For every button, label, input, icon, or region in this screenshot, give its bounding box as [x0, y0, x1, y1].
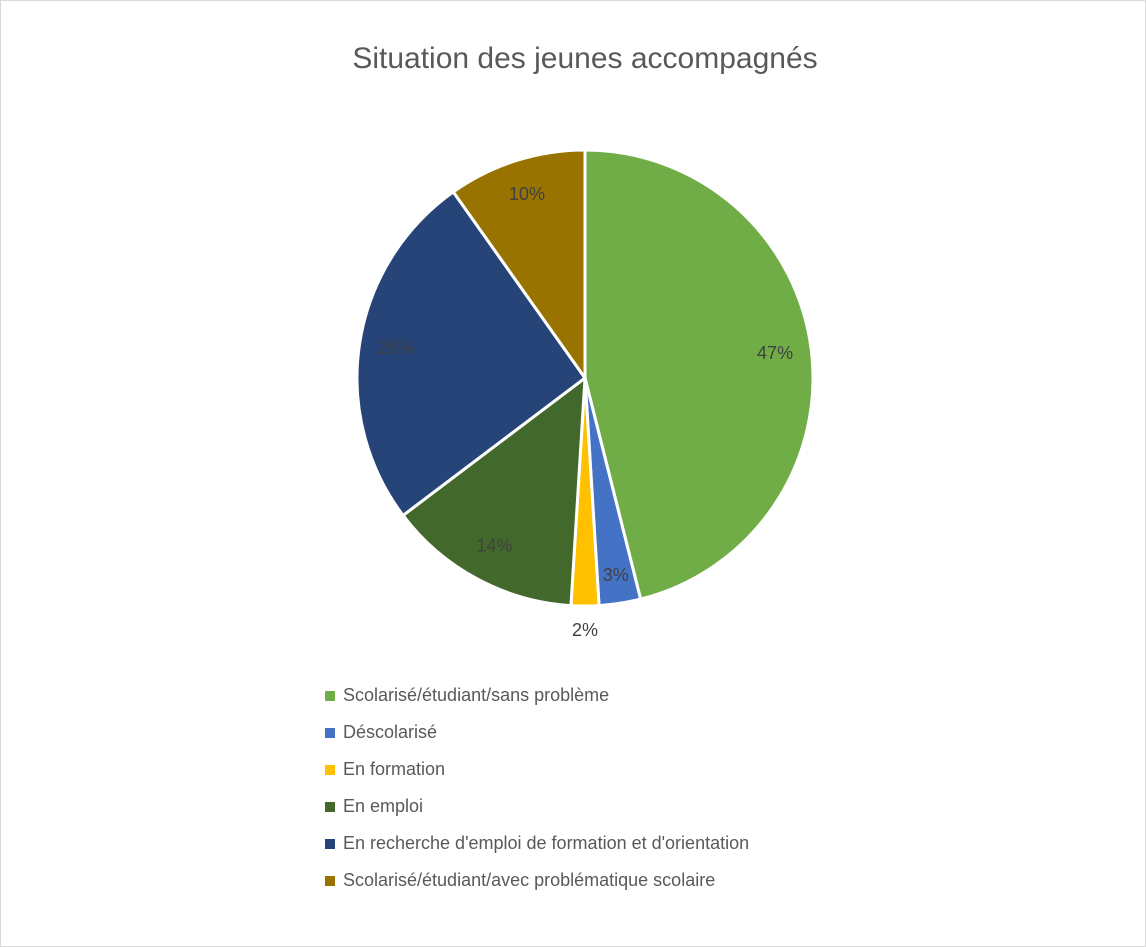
pie-slice	[355, 189, 588, 518]
data-label: 14%	[476, 535, 512, 555]
legend-label: Scolarisé/étudiant/avec problématique sc…	[343, 870, 715, 890]
legend-label: En recherche d'emploi de formation et d'…	[343, 833, 749, 853]
data-label: 26%	[378, 337, 414, 357]
legend-swatch	[325, 876, 335, 886]
legend-swatch	[325, 765, 335, 775]
legend-swatch	[325, 839, 335, 849]
legend-label: Déscolarisé	[343, 722, 437, 742]
data-label: 47%	[757, 343, 793, 363]
data-label: 10%	[509, 184, 545, 204]
legend-label: Scolarisé/étudiant/sans problème	[343, 685, 609, 705]
legend-label: En emploi	[343, 796, 423, 816]
legend-label: En formation	[343, 759, 445, 779]
legend-swatch	[325, 802, 335, 812]
chart-title: Situation des jeunes accompagnés	[352, 42, 817, 75]
data-label: 2%	[572, 620, 598, 640]
pie-slice	[583, 148, 815, 601]
data-label: 3%	[603, 565, 629, 585]
legend-swatch	[325, 728, 335, 738]
pie-slice	[400, 374, 587, 608]
pie-slice	[451, 148, 587, 383]
legend-swatch	[325, 691, 335, 701]
